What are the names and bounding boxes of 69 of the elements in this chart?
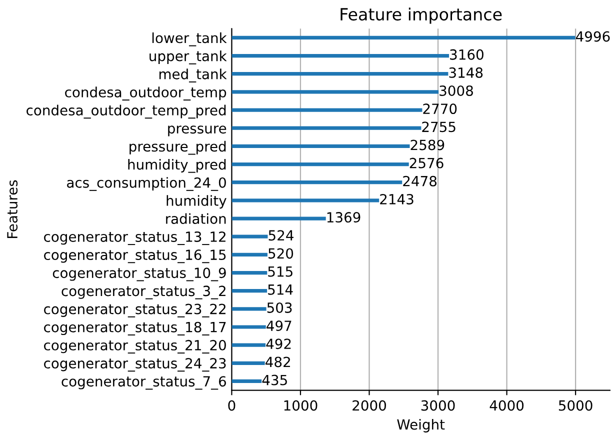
x-tick-label: 0 xyxy=(228,400,236,411)
bar xyxy=(232,361,265,365)
bar xyxy=(232,307,266,311)
bar xyxy=(232,72,448,76)
data-label: 2478 xyxy=(403,176,437,186)
data-label: 2576 xyxy=(410,158,444,168)
y-tick-label: pressure_pred xyxy=(130,140,226,155)
data-label: 482 xyxy=(266,356,290,368)
x-tick-label: 1000 xyxy=(284,400,318,411)
data-label: 524 xyxy=(268,230,294,241)
x-tick-label: 5000 xyxy=(558,400,592,411)
bar xyxy=(232,379,262,384)
data-label: 497 xyxy=(266,320,292,332)
y-tick-label: cogenerator_status_13_12 xyxy=(44,231,226,246)
x-tick-label: 4000 xyxy=(490,400,524,411)
y-tick-label: cogenerator_status_16_15 xyxy=(44,250,226,264)
y-tick-label: humidity xyxy=(166,195,226,209)
data-label: 515 xyxy=(268,266,292,277)
bar xyxy=(232,216,326,220)
bar xyxy=(232,343,266,347)
data-label: 492 xyxy=(266,338,291,350)
bar xyxy=(232,180,402,184)
y-tick-label: pressure xyxy=(168,126,226,136)
bar xyxy=(232,270,268,275)
y-tick-label: cogenerator_status_23_22 xyxy=(44,304,226,318)
bar xyxy=(232,108,422,112)
bar xyxy=(232,252,268,256)
bar xyxy=(232,144,410,148)
y-tick-label: lower_tank xyxy=(152,32,227,46)
bar xyxy=(232,90,439,94)
data-label: 2755 xyxy=(422,122,456,132)
y-tick-label: condesa_outdoor_temp xyxy=(65,86,226,100)
y-tick-label: cogenerator_status_3_2 xyxy=(62,286,226,300)
data-label: 503 xyxy=(267,302,292,313)
data-label: 3148 xyxy=(449,67,483,78)
bar xyxy=(232,325,266,329)
data-label: 1369 xyxy=(327,212,360,223)
data-label: 3008 xyxy=(440,85,473,96)
y-tick-label: med_tank xyxy=(159,68,227,82)
bar xyxy=(232,198,380,202)
data-label: 4996 xyxy=(576,31,610,42)
x-axis-title: Weight xyxy=(397,419,445,432)
y-axis-title: Features xyxy=(7,180,18,238)
y-tick-label: cogenerator_status_18_17 xyxy=(44,322,226,336)
bar xyxy=(232,126,422,130)
data-label: 2143 xyxy=(380,194,414,204)
bar xyxy=(232,234,268,238)
data-label: 2589 xyxy=(410,140,444,150)
data-label: 2770 xyxy=(423,104,457,114)
data-label: 520 xyxy=(268,248,294,259)
y-tick-label: condesa_outdoor_temp_pred xyxy=(26,104,226,119)
bar xyxy=(232,36,576,40)
y-tick-label: upper_tank xyxy=(150,50,227,64)
bar xyxy=(232,54,450,58)
data-label: 3160 xyxy=(450,49,484,60)
y-tick-label: radiation xyxy=(166,213,226,224)
x-tick-label: 2000 xyxy=(352,400,386,411)
y-tick-label: cogenerator_status_10_9 xyxy=(52,268,226,282)
y-tick-label: cogenerator_status_7_6 xyxy=(62,376,226,390)
y-tick-label: cogenerator_status_21_20 xyxy=(44,340,226,354)
bar xyxy=(232,289,268,293)
x-tick-label: 3000 xyxy=(421,400,455,411)
y-tick-label: cogenerator_status_24_23 xyxy=(44,358,226,372)
y-tick-label: acs_consumption_24_0 xyxy=(67,177,226,191)
bar xyxy=(232,162,409,166)
chart-title: Feature importance xyxy=(340,8,502,24)
data-label: 514 xyxy=(268,284,293,295)
y-tick-label: humidity_pred xyxy=(128,158,226,173)
data-label: 435 xyxy=(262,374,287,386)
